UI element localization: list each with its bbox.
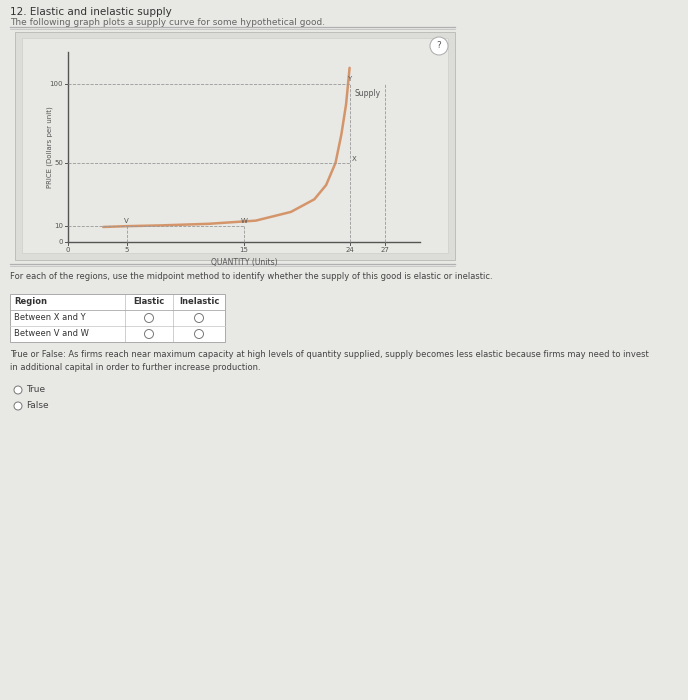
Circle shape (14, 402, 22, 410)
Text: Supply: Supply (354, 89, 380, 98)
Text: For each of the regions, use the midpoint method to identify whether the supply : For each of the regions, use the midpoin… (10, 272, 493, 281)
FancyBboxPatch shape (10, 294, 225, 342)
FancyBboxPatch shape (15, 32, 455, 260)
Text: True: True (26, 386, 45, 395)
Circle shape (195, 330, 204, 339)
Text: 100: 100 (50, 80, 63, 87)
Text: 0: 0 (66, 247, 70, 253)
Text: 27: 27 (380, 247, 389, 253)
Text: 5: 5 (125, 247, 129, 253)
Text: 12. Elastic and inelastic supply: 12. Elastic and inelastic supply (10, 7, 172, 17)
Circle shape (195, 314, 204, 323)
Text: Region: Region (14, 298, 47, 307)
Text: W: W (241, 218, 248, 224)
Text: Y: Y (347, 76, 352, 82)
FancyBboxPatch shape (22, 38, 448, 253)
Text: False: False (26, 402, 49, 410)
Text: Between V and W: Between V and W (14, 330, 89, 339)
Text: V: V (125, 218, 129, 224)
Circle shape (144, 330, 153, 339)
Text: 0: 0 (58, 239, 63, 245)
Text: ?: ? (437, 41, 442, 50)
Text: 15: 15 (239, 247, 248, 253)
Circle shape (14, 386, 22, 394)
Text: QUANTITY (Units): QUANTITY (Units) (211, 258, 277, 267)
Circle shape (144, 314, 153, 323)
Text: 24: 24 (345, 247, 354, 253)
Circle shape (430, 37, 448, 55)
Text: The following graph plots a supply curve for some hypothetical good.: The following graph plots a supply curve… (10, 18, 325, 27)
Text: 10: 10 (54, 223, 63, 229)
Text: Inelastic: Inelastic (179, 298, 219, 307)
Text: 50: 50 (54, 160, 63, 166)
Text: X: X (352, 156, 356, 162)
Text: True or False: As firms reach near maximum capacity at high levels of quantity s: True or False: As firms reach near maxim… (10, 350, 649, 372)
Text: Elastic: Elastic (133, 298, 164, 307)
Text: PRICE (Dollars per unit): PRICE (Dollars per unit) (47, 106, 53, 188)
Text: Between X and Y: Between X and Y (14, 314, 85, 323)
